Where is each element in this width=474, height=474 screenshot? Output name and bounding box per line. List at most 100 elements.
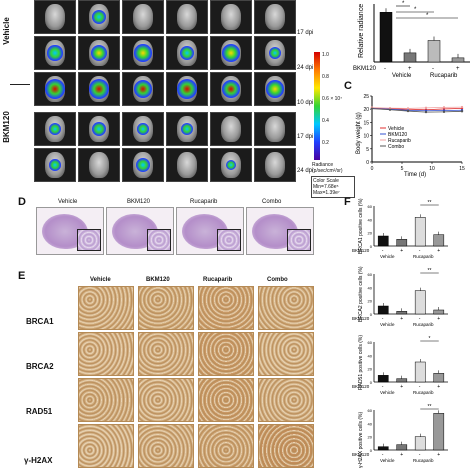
sign-label: - (432, 66, 434, 72)
ihc-image (198, 424, 254, 468)
mouse-image (34, 148, 76, 182)
bar (433, 309, 445, 315)
mouse-image (78, 112, 120, 146)
significance-mark: * (414, 7, 417, 13)
bar (396, 444, 408, 451)
e-col-label: BKM120 (146, 277, 170, 283)
legend-label: Combo (388, 144, 404, 150)
ihc-image (138, 332, 194, 376)
mouse-image (78, 72, 120, 106)
mouse-image (254, 72, 296, 106)
dpi-label: 17 dpi (297, 30, 314, 36)
d-col-label: Combo (262, 199, 282, 205)
significance-mark: * (402, 1, 405, 7)
colorbar-unit: (p/sec/cm²/sr) (312, 168, 343, 174)
x-tick-label: 5 (401, 166, 404, 172)
sign-label: + (437, 384, 440, 390)
f-row-label: BKM120 (352, 384, 370, 389)
e-row-label: BRCA1 (26, 317, 54, 326)
d-col-label: Rucaparib (190, 199, 218, 205)
data-point (370, 107, 374, 110)
y-tick-label: 0 (370, 312, 373, 317)
y-tick-label: 20 (368, 231, 373, 236)
bar (377, 375, 389, 383)
sign-label: + (456, 66, 460, 72)
y-tick-label: 0 (370, 448, 373, 453)
sign-label: - (382, 316, 384, 322)
y-tick-label: 20 (368, 435, 373, 440)
bar (403, 52, 417, 63)
dpi-label: 24 dpi (297, 168, 314, 174)
bar (377, 305, 389, 315)
ihc-image-grid (78, 286, 314, 474)
mouse-image (122, 72, 164, 106)
bar (396, 311, 408, 315)
dpi-label: 24 dpi (297, 65, 314, 71)
sign-label: - (384, 66, 386, 72)
f-group-label: Rucaparib (413, 458, 434, 463)
data-point (460, 110, 464, 113)
group-divider (10, 84, 30, 85)
mouse-image (210, 72, 252, 106)
mouse-image (210, 36, 252, 70)
ihc-image (138, 378, 194, 422)
legend-label: BKM120 (388, 132, 407, 138)
colorbar-title: Radiance (312, 162, 334, 168)
f-row-label: BKM120 (352, 248, 370, 253)
ihc-image (198, 332, 254, 376)
ihc-image (138, 286, 194, 330)
mouse-image (254, 148, 296, 182)
f-group-label: Vehicle (380, 322, 395, 327)
ihc-image (258, 286, 314, 330)
bar (414, 217, 426, 247)
colorbar-tick: 0.8 (322, 74, 329, 80)
sign-label: - (382, 452, 384, 458)
significance-mark: * (429, 336, 431, 342)
y-tick-label: 40 (368, 353, 373, 358)
data-point (424, 110, 428, 114)
y-tick-label: 60 (368, 272, 373, 277)
e-row-label: RAD51 (26, 407, 53, 416)
radiance-bar-chart: - + - + * * * Relative radiance BKM120 Vehicle… (353, 1, 470, 79)
y-tick-label: 25 (363, 94, 369, 100)
bar (433, 373, 445, 383)
data-point (424, 106, 428, 110)
sign-label: - (419, 452, 421, 458)
mouse-image (122, 36, 164, 70)
sign-label: - (382, 384, 384, 390)
f-group-label: Vehicle (380, 458, 395, 463)
data-point (460, 105, 464, 109)
sign-label: + (400, 452, 403, 458)
sign-label: + (437, 452, 440, 458)
ihc-image (258, 378, 314, 422)
legend-label: Rucaparib (388, 138, 411, 144)
sign-label: + (400, 248, 403, 254)
sign-label: + (437, 248, 440, 254)
radiance-colorbar (314, 52, 320, 160)
bar (433, 234, 445, 247)
f-ylabel: BRCA2 positive cells (%) (358, 266, 364, 322)
significance-mark: ** (428, 404, 432, 410)
e-col-label: Rucaparib (203, 277, 233, 283)
mouse-image (34, 72, 76, 106)
ihc-image (258, 332, 314, 376)
panel-letter-c: C (344, 80, 352, 92)
ihc-image (78, 286, 134, 330)
f-row-label: BKM120 (352, 452, 370, 457)
series-line (371, 108, 463, 113)
y-tick-label: 60 (368, 340, 373, 345)
bar (396, 239, 408, 247)
f-ylabel: γ-H2AX positive cells (%) (358, 412, 364, 468)
data-point (406, 107, 410, 110)
ihc-image (78, 378, 134, 422)
colorbar-mid-label: 0.6 × 10⁷ (322, 96, 343, 102)
positive-cells-charts: 60 40 20 0 - + - + ** BKM120 Vehicle Rucaparib 60 40 2… (352, 198, 448, 468)
mouse-image (254, 36, 296, 70)
y-tick-label: 60 (368, 204, 373, 209)
bar (396, 378, 408, 383)
ihc-image (258, 424, 314, 468)
bar (377, 446, 389, 451)
bar (414, 290, 426, 315)
y-tick-label: 15 (363, 120, 369, 126)
mouse-image (166, 112, 208, 146)
